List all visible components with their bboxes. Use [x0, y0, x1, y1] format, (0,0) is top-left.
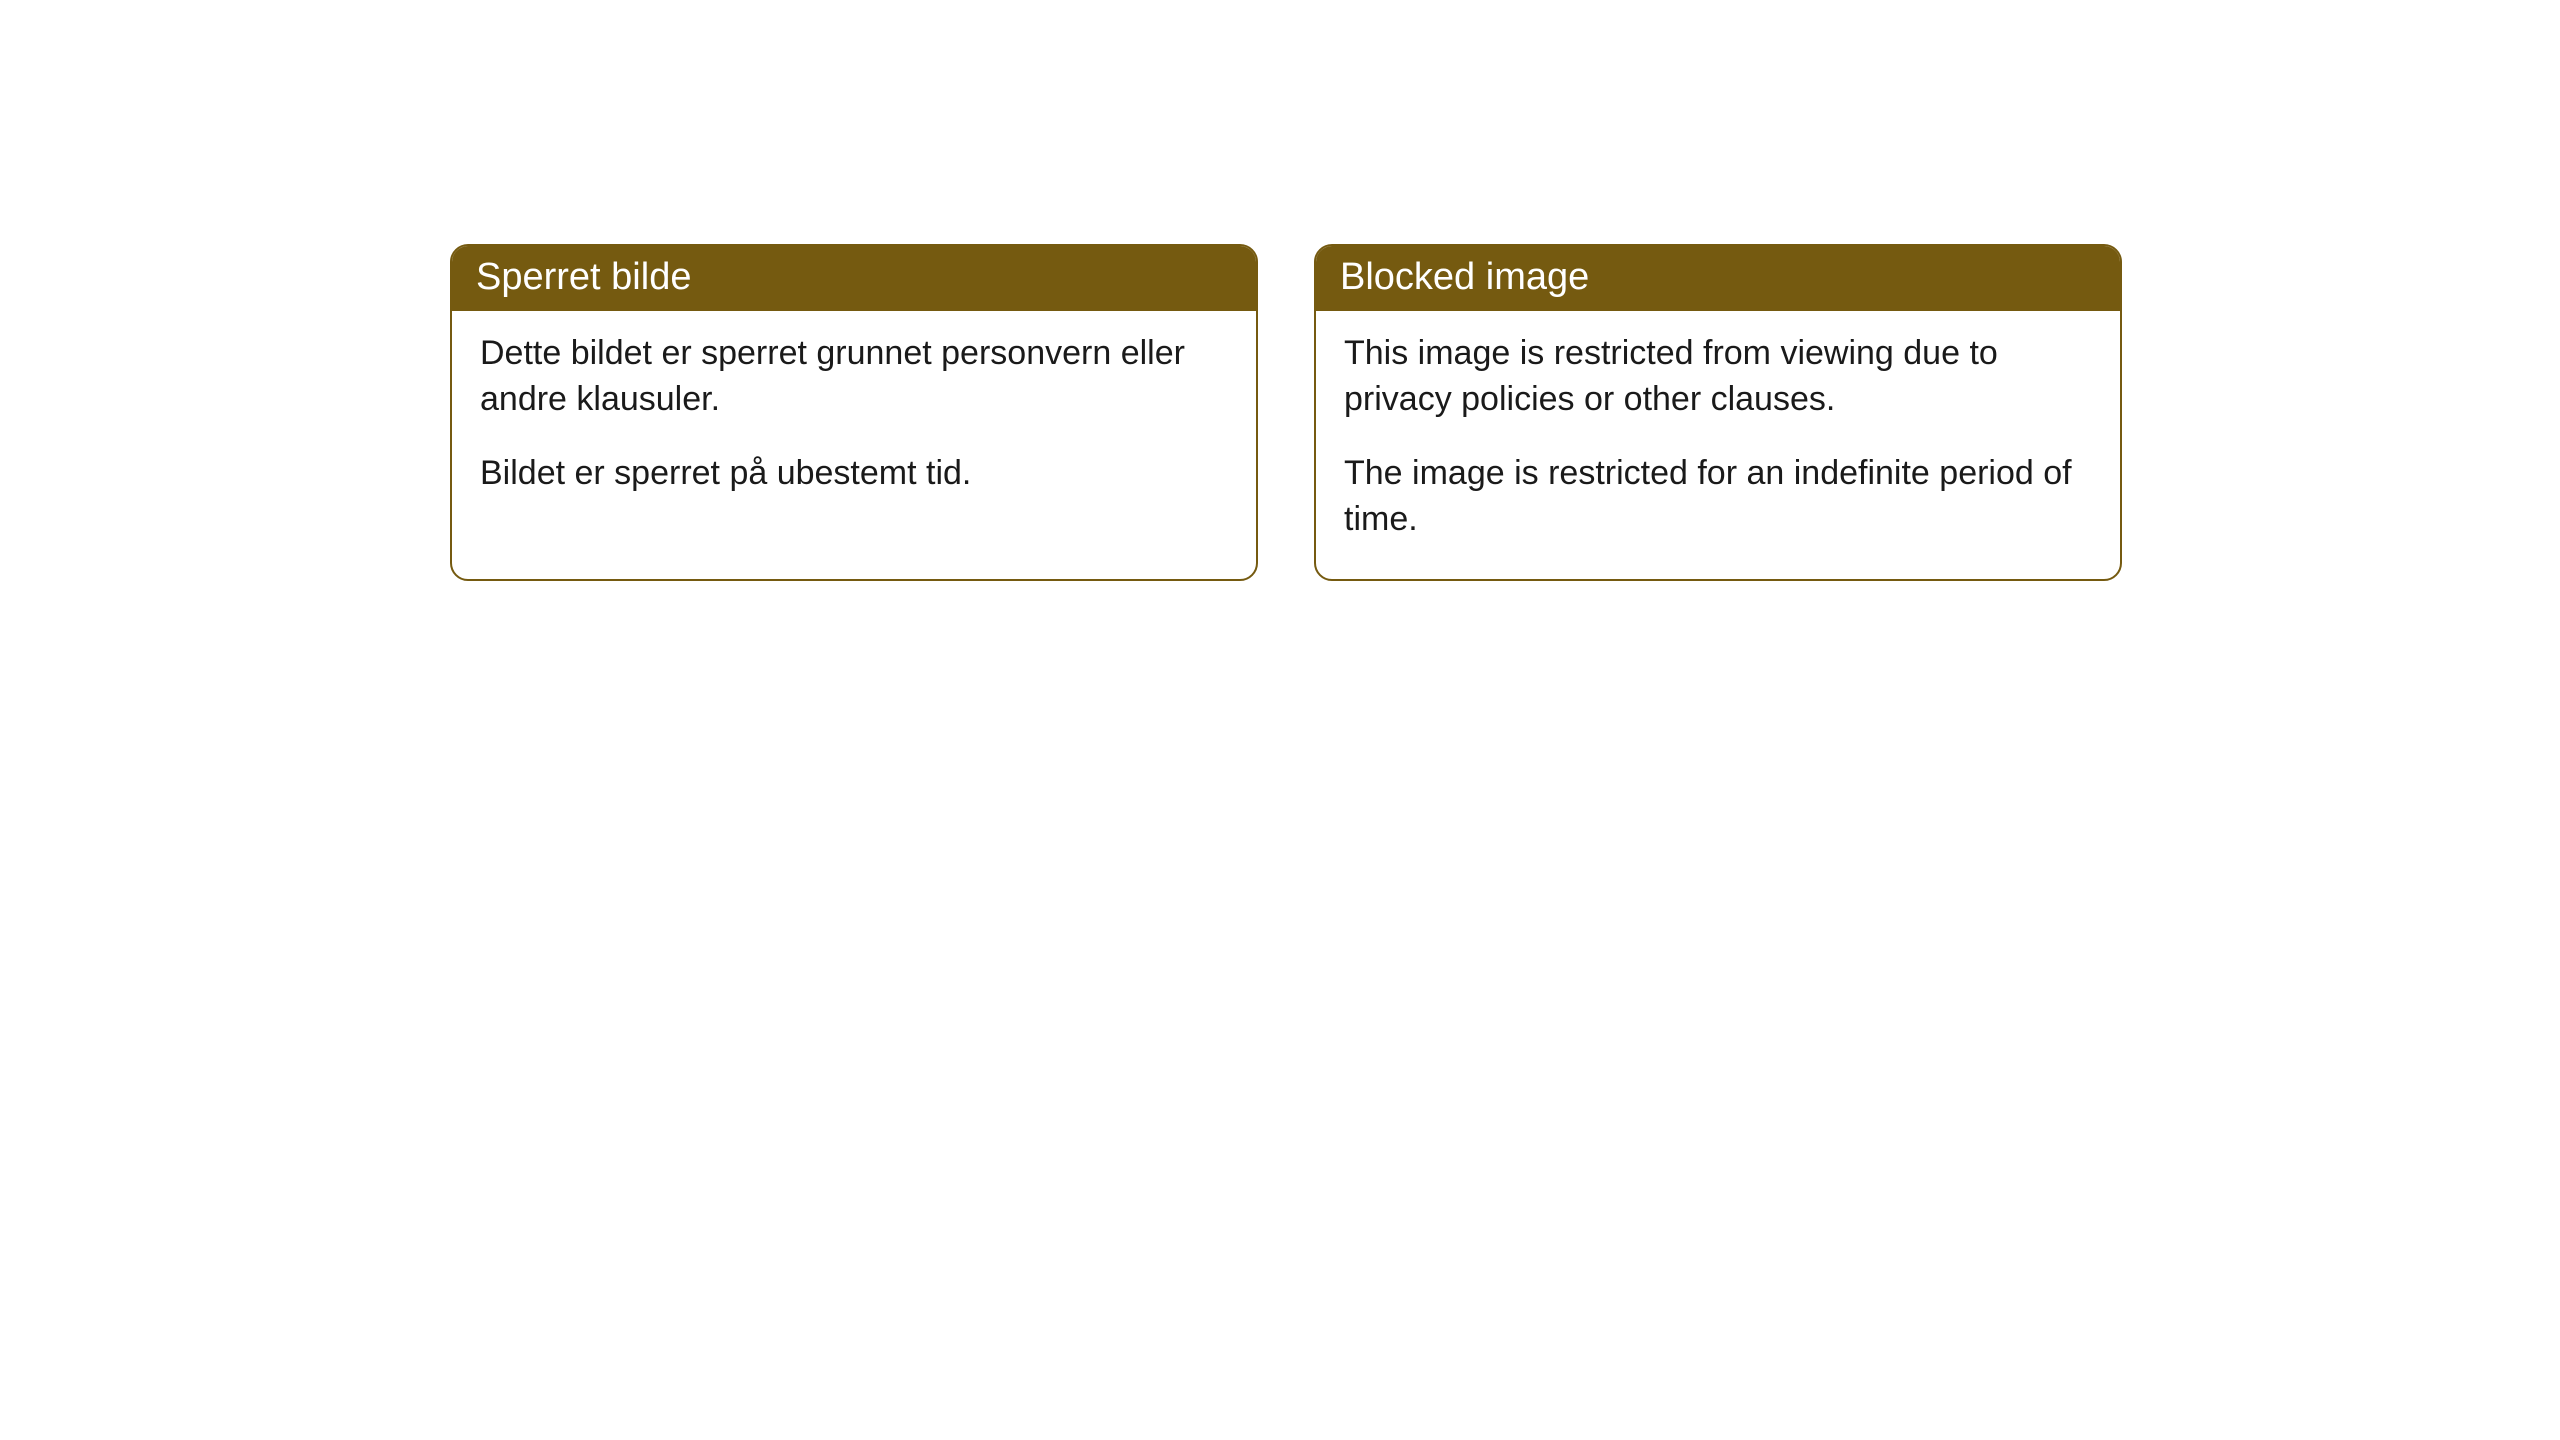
notice-card-container: Sperret bilde Dette bildet er sperret gr… — [450, 244, 2122, 581]
card-body-norwegian: Dette bildet er sperret grunnet personve… — [452, 311, 1256, 533]
notice-card-norwegian: Sperret bilde Dette bildet er sperret gr… — [450, 244, 1258, 581]
card-paragraph: This image is restricted from viewing du… — [1344, 331, 2092, 423]
card-title-norwegian: Sperret bilde — [452, 246, 1256, 311]
notice-card-english: Blocked image This image is restricted f… — [1314, 244, 2122, 581]
card-body-english: This image is restricted from viewing du… — [1316, 311, 2120, 579]
card-paragraph: Bildet er sperret på ubestemt tid. — [480, 451, 1228, 497]
card-title-english: Blocked image — [1316, 246, 2120, 311]
card-paragraph: Dette bildet er sperret grunnet personve… — [480, 331, 1228, 423]
card-paragraph: The image is restricted for an indefinit… — [1344, 451, 2092, 543]
